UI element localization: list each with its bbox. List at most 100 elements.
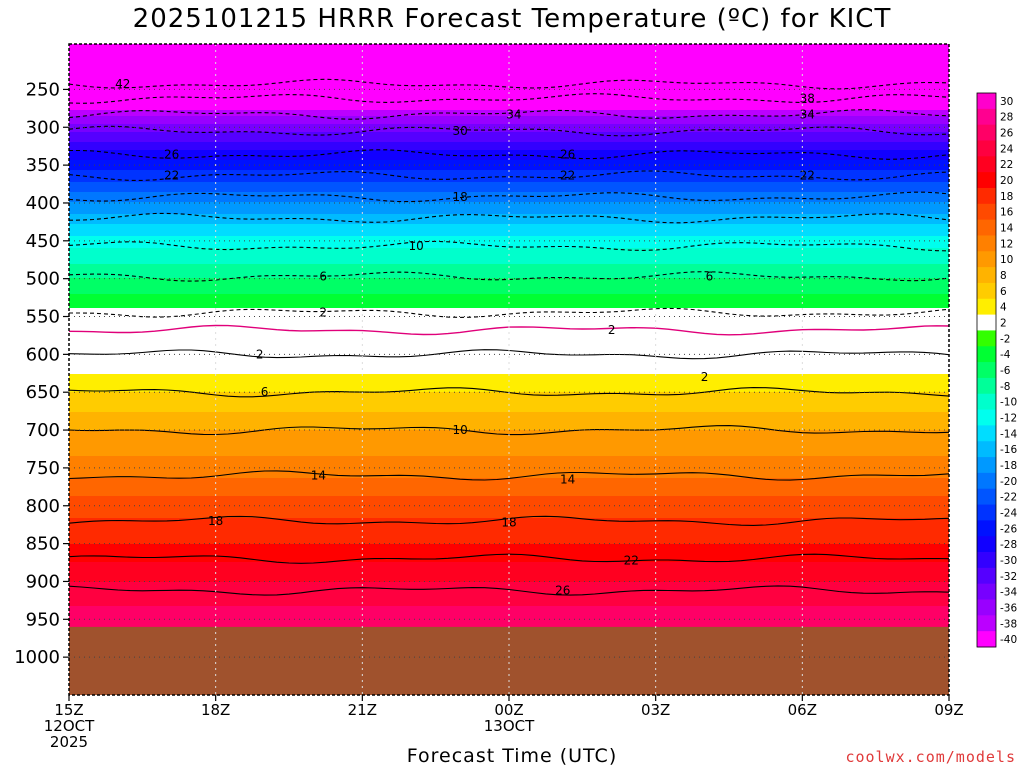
colorbar-swatch xyxy=(977,203,996,221)
temperature-band xyxy=(69,540,949,543)
colorbar-swatch xyxy=(977,377,996,395)
temperature-band xyxy=(69,426,949,429)
temperature-band xyxy=(69,600,949,603)
temperature-band xyxy=(69,322,949,325)
colorbar-label: 10 xyxy=(1000,254,1013,266)
temperature-band xyxy=(69,294,949,297)
x-tick-label: 12OCT xyxy=(44,717,95,735)
colorbar-swatch xyxy=(977,457,996,474)
contour-label: 18 xyxy=(452,190,467,204)
temperature-band xyxy=(69,412,949,415)
temperature-band xyxy=(69,480,949,483)
y-tick-label: 450 xyxy=(26,231,60,252)
chart-title: 2025101215 HRRR Forecast Temperature (ºC… xyxy=(132,4,892,34)
temperature-band xyxy=(69,462,949,465)
colorbar-swatch xyxy=(977,172,996,189)
colorbar-label: -2 xyxy=(1000,333,1010,345)
temperature-band xyxy=(69,250,949,253)
temperature-band xyxy=(69,486,949,489)
colorbar-label: 28 xyxy=(1000,112,1013,124)
colorbar-swatch xyxy=(977,472,996,490)
temperature-band xyxy=(69,94,949,97)
temperature-band xyxy=(69,312,949,315)
x-tick-label: 15Z xyxy=(54,701,83,719)
temperature-band xyxy=(69,616,949,619)
contour-label: 14 xyxy=(311,468,326,482)
temperature-band xyxy=(69,214,949,217)
colorbar-label: -20 xyxy=(1000,476,1017,488)
temperature-band xyxy=(69,376,949,379)
temperature-band xyxy=(69,360,949,363)
temperature-band xyxy=(69,256,949,259)
temperature-band xyxy=(69,502,949,505)
temperature-band xyxy=(69,444,949,447)
temperature-band xyxy=(69,372,949,375)
contour-label: 26 xyxy=(555,584,570,598)
temperature-band xyxy=(69,612,949,615)
temperature-band xyxy=(69,388,949,391)
temperature-band xyxy=(69,582,949,585)
colorbar-label: 18 xyxy=(1000,191,1013,203)
temperature-band xyxy=(69,316,949,319)
temperature-band xyxy=(69,150,949,153)
colorbar-label: 6 xyxy=(1000,286,1007,298)
colorbar-swatch xyxy=(977,298,996,315)
temperature-band xyxy=(69,586,949,589)
temperature-band xyxy=(69,136,949,139)
temperature-band xyxy=(69,132,949,135)
colorbar: 30 28 26 24 22 20 18 16 14 12 10 8 6 4 2 -2 -4 -6 -8 -10 -12… xyxy=(976,92,1017,648)
temperature-band xyxy=(69,568,949,571)
credit-link[interactable]: coolwx.com/models xyxy=(845,748,1016,766)
colorbar-label: -28 xyxy=(1000,539,1017,551)
temperature-band xyxy=(69,438,949,441)
temperature-band xyxy=(69,346,949,349)
x-tick-label: 18Z xyxy=(201,701,230,719)
contour-label: 22 xyxy=(800,169,815,183)
x-axis-title: Forecast Time (UTC) xyxy=(406,745,618,767)
temperature-band xyxy=(69,186,949,189)
colorbar-swatch xyxy=(977,504,996,521)
colorbar-label: 12 xyxy=(1000,238,1013,250)
temperature-band xyxy=(69,138,949,141)
temperature-band xyxy=(69,430,949,433)
colorbar-label: -18 xyxy=(1000,460,1017,472)
colorbar-swatch xyxy=(977,362,996,379)
temperature-band xyxy=(69,520,949,523)
temperature-band xyxy=(69,402,949,405)
y-tick-label: 500 xyxy=(26,269,60,290)
colorbar-swatch xyxy=(977,425,996,442)
temperature-band xyxy=(69,358,949,361)
temperature-band xyxy=(69,258,949,261)
temperature-band xyxy=(69,334,949,337)
temperature-band xyxy=(69,468,949,471)
contour-label: 26 xyxy=(560,148,575,162)
temperature-band xyxy=(69,310,949,313)
temperature-band xyxy=(69,414,949,417)
temperature-band xyxy=(69,280,949,283)
colorbar-label: 4 xyxy=(1000,302,1007,314)
temperature-band xyxy=(69,406,949,409)
contour-label: 2 xyxy=(701,370,709,384)
y-tick-label: 700 xyxy=(26,420,60,441)
temperature-band xyxy=(69,252,949,255)
temperature-band xyxy=(69,490,949,493)
temperature-band xyxy=(69,76,949,79)
contour-label: 30 xyxy=(452,124,467,138)
colorbar-swatch xyxy=(977,282,996,300)
temperature-band xyxy=(69,336,949,339)
temperature-band xyxy=(69,342,949,345)
temperature-band xyxy=(69,222,949,225)
temperature-band xyxy=(69,408,949,411)
contour-label: 2 xyxy=(256,347,264,361)
x-tick-label: 09Z xyxy=(934,701,963,719)
colorbar-label: -38 xyxy=(1000,618,1017,630)
colorbar-label: 26 xyxy=(1000,128,1014,140)
temperature-band xyxy=(69,168,949,171)
contour-label: 34 xyxy=(506,107,521,121)
temperature-band xyxy=(69,52,949,55)
contour-line xyxy=(69,125,949,137)
colorbar-frame xyxy=(976,92,997,648)
y-tick-label: 800 xyxy=(26,496,60,517)
temperature-band xyxy=(69,162,949,165)
contour-label: 22 xyxy=(560,169,575,183)
